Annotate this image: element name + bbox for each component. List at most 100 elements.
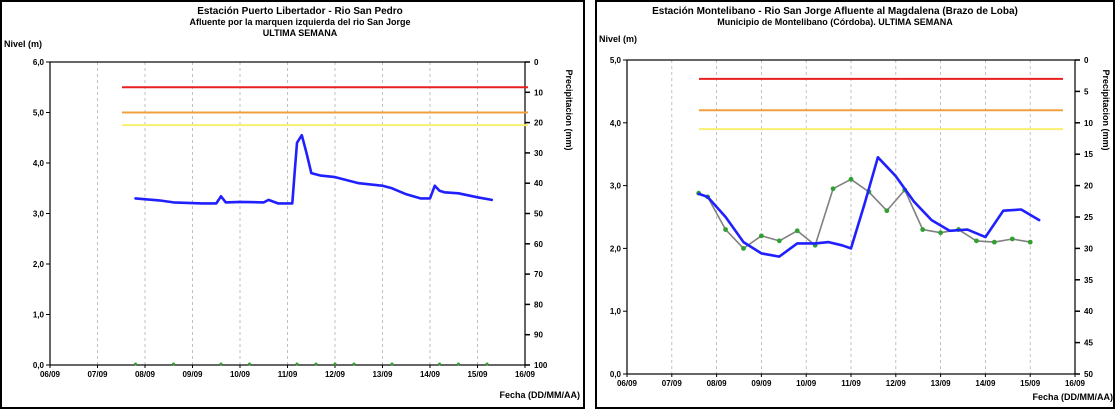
x-tick-label: 14/09 xyxy=(975,379,996,388)
y2-axis-label: Precipitacion (mm) xyxy=(1101,69,1111,150)
series-point xyxy=(974,238,979,244)
y2-tick-label: 5 xyxy=(1084,87,1089,96)
y2-tick-label: 100 xyxy=(534,361,548,370)
x-tick-label: 11/09 xyxy=(278,370,298,379)
precip-mark xyxy=(172,362,175,366)
x-tick-label: 10/09 xyxy=(796,379,817,388)
series-point xyxy=(723,227,728,232)
y2-tick-label: 80 xyxy=(534,300,543,309)
chart-frame xyxy=(595,0,1115,409)
y2-tick-label: 40 xyxy=(534,179,543,188)
y2-tick-label: 30 xyxy=(1084,244,1093,253)
y-tick-label: 3,0 xyxy=(610,182,622,191)
x-tick-label: 06/09 xyxy=(617,379,638,388)
precip-mark xyxy=(295,362,299,366)
y2-tick-label: 20 xyxy=(534,119,543,128)
x-tick-label: 16/09 xyxy=(1065,379,1086,388)
y-tick-label: 5,0 xyxy=(610,56,622,65)
y2-axis-label: Precipitacion (mm) xyxy=(564,69,574,150)
x-tick-label: 15/09 xyxy=(1020,379,1041,388)
x-tick-label: 06/09 xyxy=(40,370,61,379)
precip-mark xyxy=(248,362,251,366)
chart-svg-left: Estación Puerto Libertador - Rio San Ped… xyxy=(0,0,585,409)
y-tick-label: 0,0 xyxy=(610,370,622,379)
x-tick-label: 13/09 xyxy=(372,370,393,379)
series-point xyxy=(794,228,800,234)
series-point xyxy=(830,186,836,192)
series-point xyxy=(741,246,746,251)
y-tick-label: 4,0 xyxy=(33,159,45,168)
y2-tick-label: 0 xyxy=(1084,56,1089,65)
x-tick-label: 16/09 xyxy=(515,370,536,379)
series-point xyxy=(938,230,943,236)
precip-mark xyxy=(219,362,223,366)
y2-tick-label: 50 xyxy=(1084,370,1093,379)
series-point xyxy=(1027,239,1033,245)
x-tick-label: 10/09 xyxy=(230,370,251,379)
y-tick-label: 2,0 xyxy=(610,244,622,253)
series-line-0 xyxy=(134,133,494,205)
x-tick-label: 07/09 xyxy=(87,370,108,379)
chart-title: Estación Puerto Libertador - Rio San Ped… xyxy=(197,6,403,17)
y2-tick-label: 35 xyxy=(1084,276,1093,285)
chart-subtitle-2: ULTIMA SEMANA xyxy=(263,28,338,38)
y-tick-label: 4,0 xyxy=(610,119,622,128)
y-tick-label: 6,0 xyxy=(33,58,45,67)
chart-svg-right: Estación Montelibano - Rio San Jorge Afl… xyxy=(595,0,1115,409)
y2-tick-label: 45 xyxy=(1084,339,1093,348)
series-point xyxy=(1009,236,1015,242)
y2-tick-label: 15 xyxy=(1084,150,1093,159)
chart-subtitle: Municipio de Montelibano (Córdoba). ULTI… xyxy=(717,17,953,27)
chart-montelibano: Estación Montelibano - Rio San Jorge Afl… xyxy=(595,0,1115,409)
y2-tick-label: 30 xyxy=(534,149,543,158)
x-axis-label: Fecha (DD/MM/AA) xyxy=(500,390,581,400)
x-tick-label: 15/09 xyxy=(467,370,488,379)
x-tick-label: 08/09 xyxy=(707,379,728,388)
x-tick-label: 08/09 xyxy=(135,370,156,379)
y2-tick-label: 10 xyxy=(534,88,543,97)
y-axis-label: Nivel (m) xyxy=(4,39,42,49)
precip-mark xyxy=(134,362,137,366)
y-tick-label: 0,0 xyxy=(33,361,45,370)
chart-puerto-libertador: Estación Puerto Libertador - Rio San Ped… xyxy=(0,0,585,409)
x-tick-label: 11/09 xyxy=(841,379,861,388)
precip-mark xyxy=(352,362,356,366)
series-point xyxy=(848,176,854,182)
series-point xyxy=(884,208,890,214)
y-tick-label: 1,0 xyxy=(610,307,622,316)
x-axis-label: Fecha (DD/MM/AA) xyxy=(1033,392,1114,402)
x-tick-label: 13/09 xyxy=(931,379,952,388)
y-tick-label: 1,0 xyxy=(33,311,45,320)
y2-tick-label: 0 xyxy=(534,58,539,67)
y2-tick-label: 90 xyxy=(534,331,543,340)
series-point xyxy=(759,233,764,239)
precip-mark xyxy=(390,362,394,366)
y-tick-label: 5,0 xyxy=(33,109,45,118)
precip-mark xyxy=(314,362,318,366)
x-tick-label: 12/09 xyxy=(886,379,907,388)
series-point xyxy=(991,239,997,245)
series-line-0 xyxy=(697,156,1041,258)
series-line-1 xyxy=(697,178,1032,250)
precip-mark xyxy=(485,362,489,366)
y2-tick-label: 25 xyxy=(1084,213,1093,222)
series-point xyxy=(776,238,782,244)
chart-title: Estación Montelibano - Rio San Jorge Afl… xyxy=(652,6,1018,17)
x-tick-label: 09/09 xyxy=(751,379,772,388)
x-tick-label: 09/09 xyxy=(182,370,203,379)
x-tick-label: 07/09 xyxy=(662,379,683,388)
y-axis-label: Nivel (m) xyxy=(599,34,637,44)
chart-subtitle: Afluente por la marquen izquierda del ri… xyxy=(189,17,410,27)
series-point xyxy=(920,227,926,232)
precip-mark xyxy=(438,362,441,366)
y2-tick-label: 20 xyxy=(1084,182,1093,191)
y2-tick-label: 50 xyxy=(534,210,543,219)
y2-tick-label: 70 xyxy=(534,270,543,279)
y-tick-label: 3,0 xyxy=(33,210,45,219)
x-tick-label: 14/09 xyxy=(420,370,441,379)
precip-mark xyxy=(457,362,460,366)
y2-tick-label: 60 xyxy=(534,240,543,249)
y2-tick-label: 10 xyxy=(1084,119,1093,128)
y-tick-label: 2,0 xyxy=(33,260,45,269)
